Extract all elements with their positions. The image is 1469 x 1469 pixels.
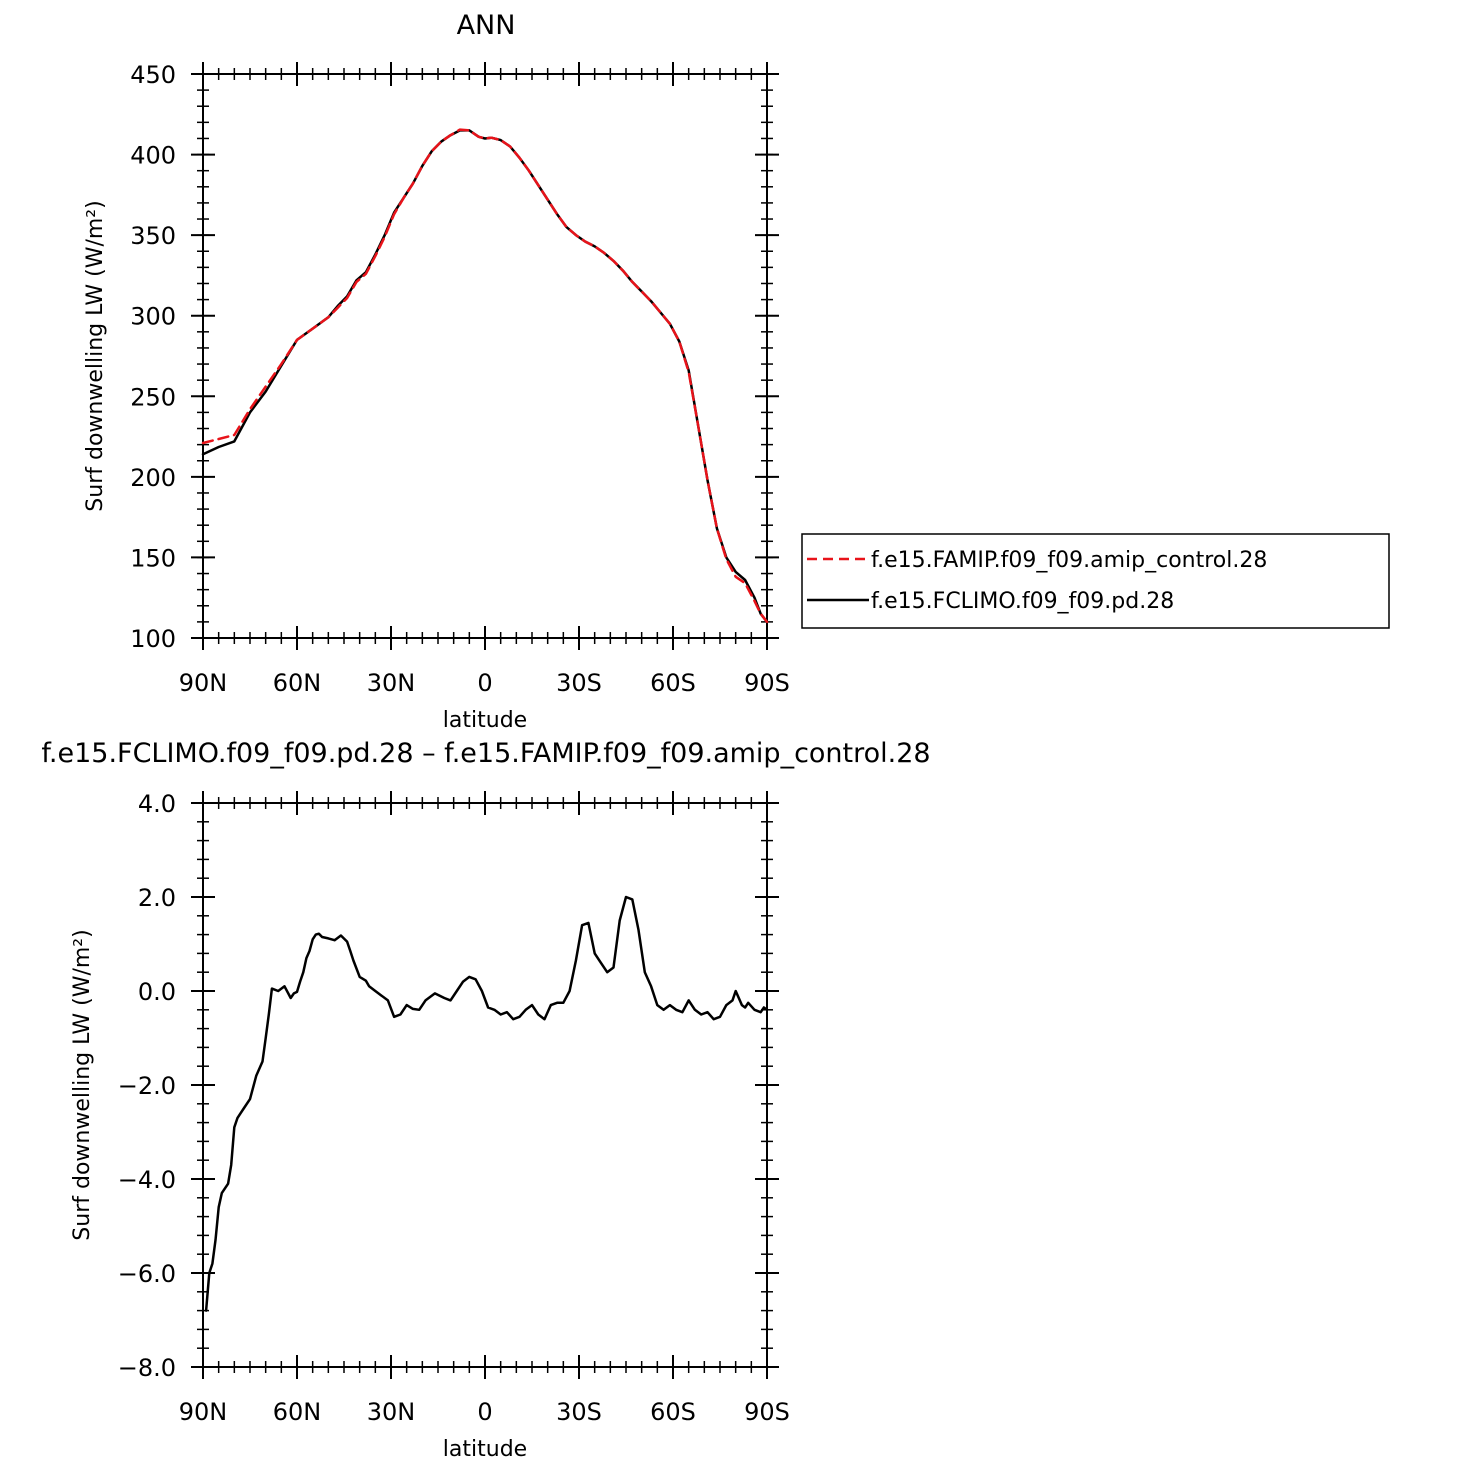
y-tick-label: 300 <box>130 303 176 331</box>
x-tick-label: 60S <box>650 1398 696 1426</box>
legend-label-0: f.e15.FAMIP.f09_f09.amip_control.28 <box>871 548 1267 573</box>
y-tick-label: 100 <box>130 625 176 653</box>
y-tick-label: 0.0 <box>138 978 176 1006</box>
x-tick-label: 30N <box>367 1398 416 1426</box>
chart-title: ANN <box>457 10 516 41</box>
x-tick-label: 90N <box>179 1398 228 1426</box>
y-axis: 100 150 200 250 300 350 400 450 <box>130 61 779 653</box>
x-axis: 90N 60N 30N 0 30S 60S 90S <box>179 791 790 1426</box>
series-line-0 <box>201 128 769 624</box>
y-tick-label: −8.0 <box>118 1354 176 1382</box>
difference-chart: f.e15.FCLIMO.f09_f09.pd.28 – f.e15.FAMIP… <box>41 738 930 1462</box>
y-tick-label: 2.0 <box>138 884 176 912</box>
y-tick-label: 250 <box>130 383 176 411</box>
y-tick-label: −6.0 <box>118 1260 176 1288</box>
y-tick-label: −2.0 <box>118 1072 176 1100</box>
y-axis-label: Surf downwelling LW (W/m²) <box>70 929 95 1240</box>
x-tick-label: 60N <box>273 669 322 697</box>
legend-box <box>801 533 1390 629</box>
x-tick-label: 30S <box>556 1398 602 1426</box>
legend-label-1: f.e15.FCLIMO.f09_f09.pd.28 <box>871 589 1174 614</box>
x-tick-label: 0 <box>477 669 492 697</box>
y-tick-label: 200 <box>130 464 176 492</box>
x-axis-label: latitude <box>443 1437 527 1462</box>
x-tick-label: 30N <box>367 669 416 697</box>
y-tick-label: 350 <box>130 222 176 250</box>
chart-title: f.e15.FCLIMO.f09_f09.pd.28 – f.e15.FAMIP… <box>41 738 930 769</box>
y-tick-label: 450 <box>130 61 176 89</box>
x-tick-label: 0 <box>477 1398 492 1426</box>
y-tick-label: −4.0 <box>118 1166 176 1194</box>
x-tick-label: 60S <box>650 669 696 697</box>
series-line-0 <box>204 895 769 1312</box>
y-axis-label: Surf downwelling LW (W/m²) <box>83 200 108 511</box>
mean-chart: ANN 100 150 200 250 300 350 400 450 90N 60N 30N 0 3… <box>83 10 1390 733</box>
legend: f.e15.FAMIP.f09_f09.amip_control.28 f.e1… <box>801 533 1390 629</box>
x-tick-label: 30S <box>556 669 602 697</box>
x-tick-label: 90S <box>744 1398 790 1426</box>
y-tick-label: 400 <box>130 142 176 170</box>
y-tick-label: 150 <box>130 544 176 572</box>
x-axis: 90N 60N 30N 0 30S 60S 90S <box>179 62 790 697</box>
x-tick-label: 60N <box>273 1398 322 1426</box>
x-tick-label: 90S <box>744 669 790 697</box>
series-layer <box>204 895 769 1312</box>
y-axis: −8.0 −6.0 −4.0 −2.0 0.0 2.0 4.0 <box>118 790 779 1382</box>
plot-frame <box>202 802 768 1368</box>
series-layer <box>201 128 769 624</box>
series-line-1 <box>201 129 769 624</box>
x-tick-label: 90N <box>179 669 228 697</box>
x-axis-label: latitude <box>443 708 527 733</box>
y-tick-label: 4.0 <box>138 790 176 818</box>
